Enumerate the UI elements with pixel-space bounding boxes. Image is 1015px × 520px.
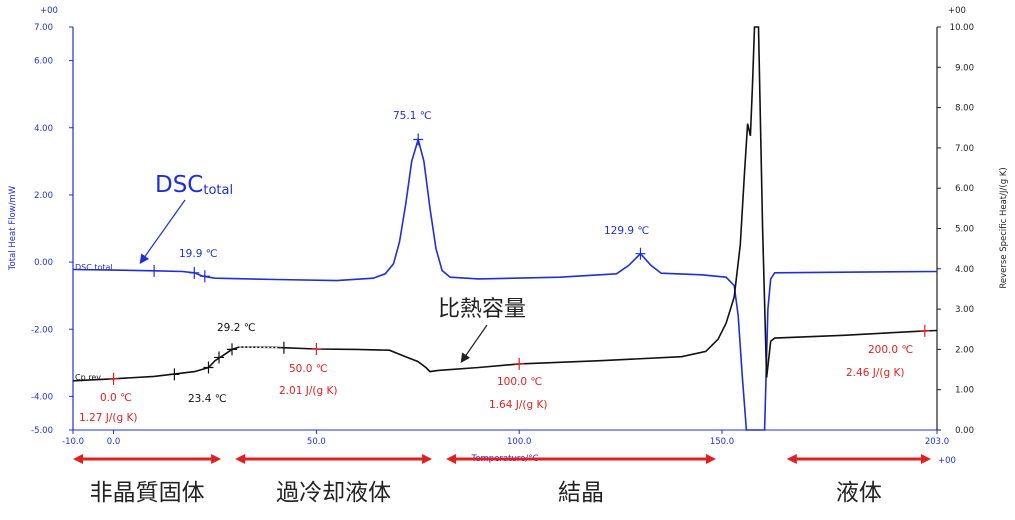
y-left-tick-label: 4.00	[34, 124, 53, 134]
y-right-tick-label: 5.00	[955, 225, 974, 235]
y-right-tick-label: 6.00	[955, 184, 974, 194]
left-exponent: +00	[40, 6, 58, 16]
cp-rev-label: Cp rev	[75, 373, 101, 382]
series-cp-rev	[72, 26, 938, 382]
label-2-01: 2.01 J/(g K)	[279, 385, 337, 397]
x-tick-label: 150.0	[710, 437, 734, 447]
cp-value-marker	[514, 357, 525, 370]
y-right-tick-label: 8.00	[955, 104, 974, 114]
dsc-marker	[635, 247, 646, 260]
label-1-64: 1.64 J/(g K)	[489, 399, 547, 411]
dsc-marker	[189, 266, 200, 279]
dsc-arrow	[139, 199, 186, 264]
phase-label: 非晶質固体	[90, 480, 205, 506]
dsc-marker	[413, 133, 424, 146]
phase-arrow-right-head	[211, 454, 222, 464]
phase-label: 過冷却液体	[276, 480, 391, 506]
label-1-27: 1.27 J/(g K)	[79, 412, 137, 424]
cp-marker	[203, 361, 214, 374]
x-tick-label: 50.0	[307, 437, 326, 447]
y-left-tick-label: -2.00	[31, 325, 53, 335]
y-right-tick-label: 1.00	[955, 386, 974, 396]
x-tick-label: 203.0	[925, 437, 949, 447]
phase-arrow-right-head	[706, 454, 717, 464]
y-left-tick-label: -5.00	[31, 426, 53, 436]
y-left-tick-label: 6.00	[34, 57, 53, 67]
label-0-c: 0.0 ℃	[100, 392, 132, 404]
label-50-c: 50.0 ℃	[289, 363, 328, 375]
y-left-tick-label: 0.00	[34, 258, 53, 268]
x-tick-label: 0.0	[107, 437, 121, 447]
cp-value-marker	[108, 372, 119, 385]
phase-arrow-right-head	[921, 454, 931, 464]
y-right-tick-label: 0.00	[955, 426, 974, 436]
phase-arrow-left-head	[235, 454, 246, 464]
right-exponent: +00	[948, 6, 966, 16]
cp-marker	[227, 343, 238, 356]
y-left-tick-label: -4.00	[31, 392, 53, 402]
y-left-ticks: 7.00 6.00 4.00 2.00 0.00 -2.00 -4.00 -5.00	[31, 23, 73, 436]
label-23-4: 23.4 ℃	[188, 393, 227, 405]
dsc-total-small-label: DSC total	[75, 263, 113, 272]
y-right-tick-label: 9.00	[955, 63, 974, 73]
dsc-total-big-label: DSCtotal	[155, 172, 233, 198]
y-left-tick-label: 7.00	[34, 23, 53, 33]
markers	[108, 133, 930, 385]
cp-dotted-segment	[239, 346, 284, 349]
x-tick-label: -10.0	[62, 437, 84, 447]
y-right-tick-label: 4.00	[955, 265, 974, 275]
y-right-tick-label: 10.00	[950, 23, 974, 33]
cp-marker	[278, 341, 289, 354]
specific-heat-label: 比熱容量	[438, 297, 526, 322]
y-left-tick-label: 2.00	[34, 191, 53, 201]
phase-label: 液体	[836, 480, 882, 506]
series-dsc-total	[72, 136, 938, 431]
y-left-label: Total Heat Flow/mW	[8, 185, 18, 271]
label-200-c: 200.0 ℃	[868, 344, 913, 356]
y-right-tick-label: 7.00	[955, 144, 974, 154]
label-29-2: 29.2 ℃	[217, 322, 256, 334]
label-19-9: 19.9 ℃	[179, 248, 218, 260]
phase-bar: 非晶質固体 過冷却液体 結晶 液体	[73, 454, 931, 506]
dsc-marker	[199, 270, 210, 283]
y-right-label: Reverse Specific Heat/J/(g K)	[999, 167, 1009, 288]
phase-arrow-left-head	[446, 454, 457, 464]
x-exponent: +00	[938, 456, 956, 466]
dsc-marker	[149, 264, 160, 277]
cp-marker	[214, 351, 225, 364]
cp-value-marker	[311, 342, 322, 355]
label-129-9: 129.9 ℃	[604, 225, 649, 237]
label-100-c: 100.0 ℃	[497, 376, 542, 388]
y-right-tick-label: 3.00	[955, 305, 974, 315]
specific-heat-arrow	[460, 324, 488, 363]
cp-marker	[169, 368, 180, 381]
x-ticks: -10.0 0.0 50.0 100.0 150.0 203.0	[62, 430, 949, 447]
x-tick-label: 100.0	[507, 437, 531, 447]
phase-label: 結晶	[558, 480, 604, 506]
cp-value-marker	[919, 324, 930, 337]
label-2-46: 2.46 J/(g K)	[846, 367, 904, 379]
y-right-tick-label: 2.00	[955, 345, 974, 355]
y-right-ticks: 10.00 9.00 8.00 7.00 6.00 5.00 4.00 3.00 2.00 1.0…	[937, 23, 974, 436]
phase-arrow-left-head	[73, 454, 83, 464]
label-75-1: 75.1 ℃	[393, 110, 432, 122]
phase-arrow-right-head	[422, 454, 433, 464]
phase-arrow-left-head	[786, 454, 797, 464]
